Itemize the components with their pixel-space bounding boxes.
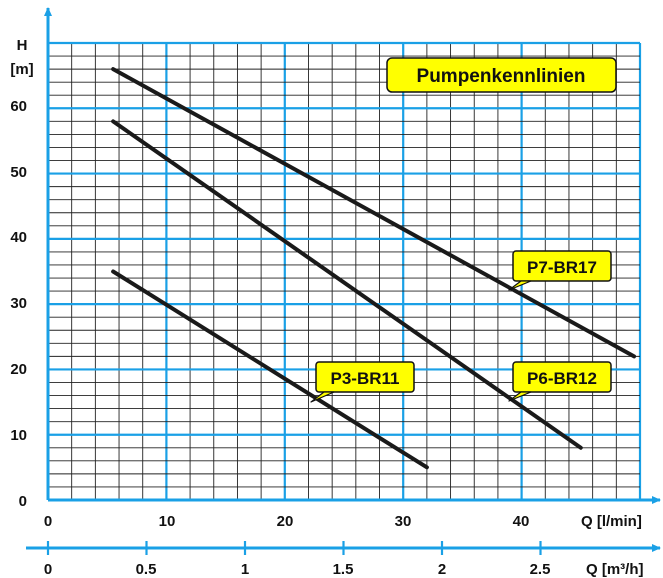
x-tick-label: 0 <box>44 513 52 530</box>
series-label-background <box>315 361 415 393</box>
y-tick-label: 0 <box>19 493 27 510</box>
y-axis-label: H <box>17 37 28 54</box>
series-label-p6-br12: P6-BR12 <box>527 369 597 388</box>
x2-axis-label: Q [m³/h] <box>586 561 644 578</box>
series-label-p7-br17: P7-BR17 <box>527 258 597 277</box>
x-tick-label: 40 <box>513 513 530 530</box>
series-label-pointer <box>310 391 335 403</box>
y-tick-label: 50 <box>10 164 27 181</box>
x2-tick-label: 2 <box>438 561 446 578</box>
series-label: P7-BR17 <box>508 250 612 291</box>
series-line-p6-br12 <box>111 119 583 450</box>
x-tick-label: 30 <box>395 513 412 530</box>
chart-title-background <box>386 57 617 93</box>
axis-titles: H [m] Q [l/min] Q [m³/h] <box>10 37 643 578</box>
x2-tick-label: 2.5 <box>530 561 551 578</box>
series-label-p3-br11: P3-BR11 <box>331 369 400 388</box>
y-axis-unit: [m] <box>10 61 33 78</box>
series-line-p3-br11 <box>111 269 429 470</box>
x2-tick-label: 0.5 <box>136 561 157 578</box>
series-labels: P7-BR17 P6-BR12 P3-BR11 <box>310 250 612 403</box>
axes <box>26 7 661 555</box>
x2-tick-label: 1.5 <box>333 561 354 578</box>
y-tick-label: 40 <box>10 229 27 246</box>
x-axis-label: Q [l/min] <box>581 513 642 530</box>
series-label-pointer <box>508 280 532 291</box>
series-label-background <box>512 250 612 282</box>
series-lines <box>111 67 637 470</box>
y-tick-label: 20 <box>10 361 27 378</box>
x2-tick-label: 1 <box>241 561 249 578</box>
series-label: P3-BR11 <box>310 361 415 403</box>
series-label-background <box>512 361 612 393</box>
y-tick-label: 10 <box>10 427 27 444</box>
y-tick-label: 30 <box>10 295 27 312</box>
series-line-p7-br17 <box>111 67 637 359</box>
x2-tick-label: 0 <box>44 561 52 578</box>
chart-title: Pumpenkennlinien <box>417 66 586 87</box>
chart-title-box: Pumpenkennlinien <box>386 57 617 93</box>
tick-labels: 0 10 20 30 40 50 60 0 10 20 30 40 0 0.5 … <box>10 98 550 578</box>
y-tick-label: 60 <box>10 98 27 115</box>
x-tick-label: 10 <box>159 513 176 530</box>
series-label-pointer <box>508 391 532 402</box>
x-tick-label: 20 <box>277 513 294 530</box>
series-label: P6-BR12 <box>508 361 612 402</box>
